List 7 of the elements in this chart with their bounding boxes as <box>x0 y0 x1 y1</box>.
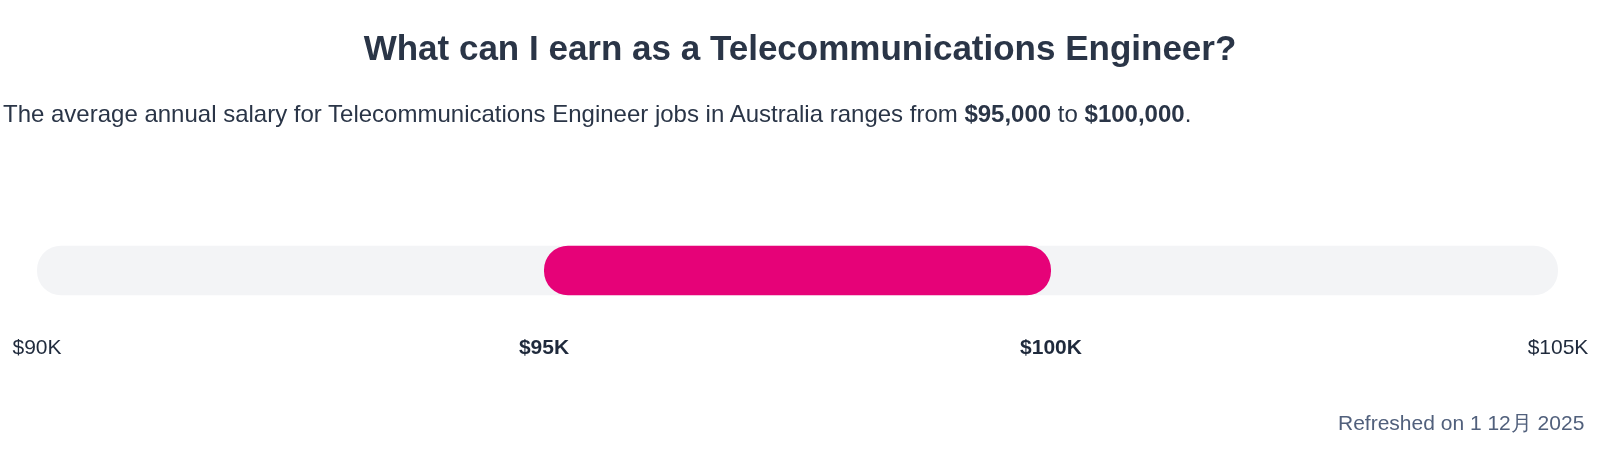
x-tick-label: $95K <box>518 335 570 358</box>
text: Refreshed on 1 12月 2025 <box>1338 411 1585 434</box>
chart-subtitle: The average annual salary for Telecommunications Engineer jobs in Australia ranges from $95,000 to $100,000. <box>3 100 1192 127</box>
x-tick-label: $100K <box>1020 335 1082 358</box>
x-tick-label: $90K <box>12 335 62 358</box>
x-tick-label: $105K <box>1527 335 1589 358</box>
chart-title: What can I earn as a Telecommunications Engineer? <box>363 28 1237 68</box>
